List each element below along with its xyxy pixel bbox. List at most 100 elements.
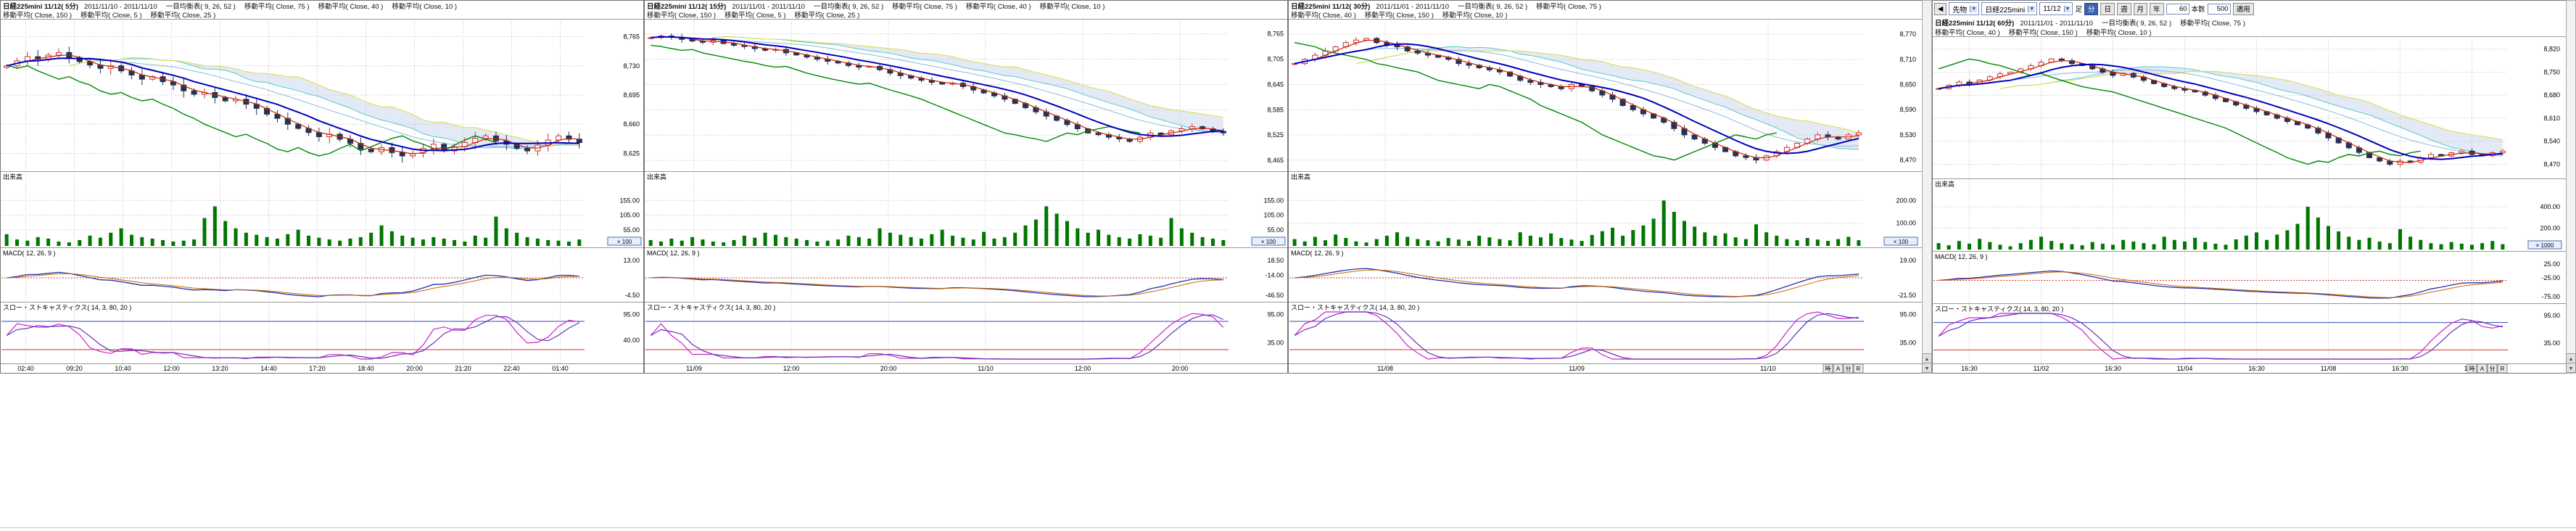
macd-axis-label: -4.50 xyxy=(624,292,640,299)
indicator-label: 移動平均( Close, 150 ) xyxy=(2008,29,2078,37)
stoch-axis-label: 35.00 xyxy=(1267,339,1284,346)
x-axis-label: 20:00 xyxy=(880,365,897,372)
chart-panel: 日経225mini 11/12( 15分) 2011/11/01 - 2011/1… xyxy=(644,0,1288,374)
vertical-scrollbar[interactable] xyxy=(2566,0,2576,374)
x-axis-label: 16:30 xyxy=(1961,365,1978,372)
indicator-label: 移動平均( Close, 10 ) xyxy=(1039,3,1105,11)
panel-header-line2: 移動平均( Close, 40 ) 移動平均( Close, 150 ) 移動平均(… xyxy=(1291,9,1516,20)
volume-unit-badge xyxy=(1251,236,1286,246)
price-axis-label: 8,465 xyxy=(1267,157,1284,164)
indicator-label: 一目均衡表( 9, 26, 52 ) xyxy=(165,3,236,11)
volume-axis-label: 55.00 xyxy=(623,226,640,234)
mini-toolbar-button[interactable] xyxy=(1853,363,1864,374)
period-button[interactable]: 日 xyxy=(2100,2,2115,15)
mini-toolbar-button[interactable] xyxy=(1843,363,1854,374)
chart-canvas[interactable]: 11/09 12:00 20:00 11/10 12:00 20:00 8,765 8,705… xyxy=(644,0,1288,374)
chart-canvas[interactable]: 02:40 09:20 10:40 12:00 13:20 14:40 17:20 18:40… xyxy=(0,0,644,374)
volume-axis-label: 55.00 xyxy=(1267,226,1284,234)
count-input[interactable] xyxy=(2207,3,2231,15)
volume-unit-badge xyxy=(2527,240,2562,250)
panel-title: 日経225mini 11/12( 60分) xyxy=(1935,20,2015,28)
chart-toolbar: ◀先物▼日経225mini▼11/12▼足分日週月年本数適用 xyxy=(1934,1,2254,16)
volume-section-label: 出来高 xyxy=(3,173,22,181)
mini-toolbar-button[interactable] xyxy=(2466,363,2477,374)
volume-axis-label: 200.00 xyxy=(2540,224,2560,231)
x-axis-label: 10:40 xyxy=(115,365,131,372)
indicator-label: 移動平均( Close, 150 ) xyxy=(1364,12,1434,20)
price-axis-label: 8,525 xyxy=(1267,131,1284,139)
x-axis-label: 18:40 xyxy=(358,365,374,372)
contract-month-select[interactable]: 11/12 ▼ xyxy=(2039,2,2073,15)
volume-axis-label: 155.00 xyxy=(619,197,640,204)
period-button[interactable]: 分 xyxy=(2084,2,2099,15)
panel-header-line1: 日経225mini 11/12( 30分) 2011/11/01 - 2011/1… xyxy=(1291,1,1610,11)
volume-unit-badge xyxy=(1883,236,1918,246)
indicator-label: 移動平均( Close, 150 ) xyxy=(647,12,717,20)
price-axis-label: 8,750 xyxy=(2543,68,2560,75)
indicator-label: 移動平均( Close, 75 ) xyxy=(244,3,310,11)
window-bottom-edge xyxy=(0,527,2576,528)
period-button[interactable]: 年 xyxy=(2150,2,2164,15)
macd-axis-label: -21.50 xyxy=(1897,292,1916,299)
volume-axis-label: 155.00 xyxy=(1263,197,1284,204)
chart-canvas[interactable]: 16:3011/0216:3011/0416:3011/0816:3011/10… xyxy=(1932,0,2576,374)
vertical-scrollbar[interactable] xyxy=(1922,0,1932,374)
scroll-down-icon: ▼ xyxy=(1925,366,1930,371)
x-axis-label: 22:40 xyxy=(503,365,520,372)
select-value: 11/12 xyxy=(2043,4,2061,13)
volume-section-label: 出来高 xyxy=(647,173,666,181)
price-axis-label: 8,650 xyxy=(1899,81,1916,88)
price-axis-label: 8,610 xyxy=(2543,115,2560,122)
chevron-down-icon: ▼ xyxy=(2063,5,2071,12)
panel-title: 日経225mini 11/12( 5分) xyxy=(3,3,79,11)
select-value: 先物 xyxy=(1952,6,1968,15)
scroll-down-button[interactable] xyxy=(1922,363,1932,373)
apply-button[interactable]: 適用 xyxy=(2232,2,2254,15)
bars-input[interactable] xyxy=(2166,3,2189,15)
macd-axis-label: -14.00 xyxy=(1265,272,1284,279)
indicator-label: 一目均衡表( 9, 26, 52 ) xyxy=(2102,20,2172,28)
panel-title: 日経225mini 11/12( 15分) xyxy=(647,3,727,11)
x-axis-label: 16:30 xyxy=(2248,365,2265,372)
price-axis-label: 8,710 xyxy=(1899,56,1916,63)
period-button[interactable]: 週 xyxy=(2117,2,2131,15)
indicator-label: 移動平均( Close, 25 ) xyxy=(150,12,216,20)
price-axis-label: 8,585 xyxy=(1267,106,1284,113)
indicator-label: 移動平均( Close, 40 ) xyxy=(1935,29,2000,37)
mini-toolbar-button[interactable] xyxy=(2487,363,2498,374)
volume-unit-label: × 1000 xyxy=(2536,242,2554,249)
price-axis-label: 8,705 xyxy=(1267,56,1284,63)
period-button[interactable]: 月 xyxy=(2133,2,2148,15)
panel-date-range: 2011/11/10 - 2011/11/10 xyxy=(84,3,157,11)
x-axis-label: 13:20 xyxy=(212,365,228,372)
indicator-label: 移動平均( Close, 5 ) xyxy=(724,12,786,20)
chart-canvas[interactable]: 11/08 11/09 11/10 8,770 8,710 8,650 8,590 8,530… xyxy=(1288,0,1932,374)
indicator-label: 移動平均( Close, 75 ) xyxy=(2180,20,2245,28)
panel-date-range: 2011/11/01 - 2011/11/10 xyxy=(732,3,806,11)
symbol-select[interactable]: 日経225mini ▼ xyxy=(1981,2,2038,15)
macd-axis-label: 18.50 xyxy=(1267,257,1284,264)
mini-toolbar-button[interactable] xyxy=(2477,363,2488,374)
macd-axis-label: 25.00 xyxy=(2543,260,2560,268)
mini-toolbar-button[interactable] xyxy=(1822,363,1833,374)
price-axis-label: 8,770 xyxy=(1899,30,1916,38)
indicator-label: 移動平均( Close, 5 ) xyxy=(80,12,142,20)
x-axis-label: 02:40 xyxy=(17,365,34,372)
price-axis-label: 8,645 xyxy=(1267,81,1284,88)
indicator-label: 移動平均( Close, 75 ) xyxy=(1536,3,1601,11)
mini-toolbar-button-label: 時 xyxy=(1825,366,1831,372)
collapse-button[interactable]: ◀ xyxy=(1934,2,1947,15)
stoch-section-label: スロー・ストキャスティクス( 14, 3, 80, 20 ) xyxy=(3,304,131,311)
x-axis-label: 11/10 xyxy=(978,365,994,372)
indicator-label: 移動平均( Close, 40 ) xyxy=(1291,12,1356,20)
volume-unit-label: × 100 xyxy=(1261,239,1276,245)
mini-toolbar-button[interactable] xyxy=(1833,363,1844,374)
price-axis-label: 8,820 xyxy=(2543,46,2560,53)
asset-class-select[interactable]: 先物 ▼ xyxy=(1949,2,1980,15)
chevron-down-icon: ▼ xyxy=(1970,5,1978,12)
x-axis-label: 11/09 xyxy=(1569,365,1585,372)
panel-title: 日経225mini 11/12( 30分) xyxy=(1291,3,1371,11)
macd-section-label: MACD( 12, 26, 9 ) xyxy=(3,250,56,257)
mini-toolbar-button[interactable] xyxy=(2497,363,2508,374)
x-axis-label: 11/10 xyxy=(1760,365,1776,372)
